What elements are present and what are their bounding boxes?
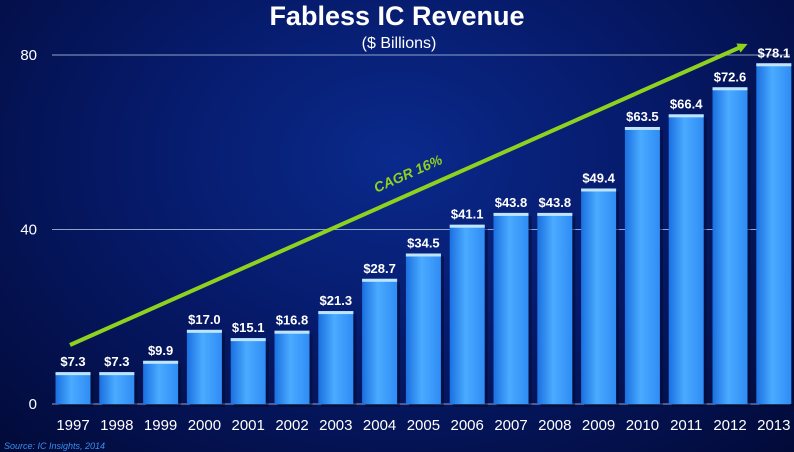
bar bbox=[756, 63, 792, 404]
x-tick-label: 2000 bbox=[188, 417, 221, 434]
data-label: $72.6 bbox=[714, 69, 747, 84]
bar-top-highlight bbox=[99, 372, 135, 376]
data-label: $16.8 bbox=[276, 313, 309, 328]
data-label: $7.3 bbox=[60, 354, 85, 369]
bar-2009 bbox=[581, 188, 620, 407]
bar-2006 bbox=[449, 224, 488, 407]
bar-2008 bbox=[537, 212, 576, 407]
bar-top-highlight bbox=[493, 212, 529, 216]
bar-top-highlight bbox=[186, 329, 222, 333]
bar bbox=[537, 212, 573, 404]
y-tick-label: 80 bbox=[20, 47, 37, 64]
data-label: $15.1 bbox=[232, 320, 265, 335]
x-tick-label: 1998 bbox=[100, 417, 133, 434]
bar-1998 bbox=[99, 372, 138, 407]
bar-top-highlight bbox=[143, 360, 179, 364]
bar-2013 bbox=[756, 63, 794, 407]
bar-top-highlight bbox=[668, 114, 704, 118]
bar-top-highlight bbox=[55, 372, 91, 376]
data-label: $34.5 bbox=[407, 235, 440, 250]
data-label: $28.7 bbox=[363, 261, 396, 276]
bar-2002 bbox=[274, 330, 313, 407]
bar bbox=[55, 372, 91, 404]
bar-2001 bbox=[230, 338, 269, 407]
x-tick-label: 2008 bbox=[538, 417, 571, 434]
data-label: $41.1 bbox=[451, 207, 484, 222]
x-tick-label: 2010 bbox=[626, 417, 659, 434]
x-tick-label: 2011 bbox=[670, 417, 702, 434]
bar-top-highlight bbox=[318, 311, 354, 315]
chart-title: Fabless IC Revenue bbox=[269, 1, 524, 31]
data-label: $78.1 bbox=[758, 45, 791, 60]
data-label: $63.5 bbox=[626, 109, 659, 124]
bar-2007 bbox=[493, 212, 532, 407]
bar-2012 bbox=[712, 87, 751, 407]
bar-top-highlight bbox=[362, 278, 398, 282]
x-tick-label: 2003 bbox=[319, 417, 352, 434]
bar bbox=[449, 224, 485, 404]
data-label: $43.8 bbox=[495, 195, 528, 210]
source-note: Source: IC Insights, 2014 bbox=[4, 441, 105, 451]
bar-top-highlight bbox=[405, 253, 441, 257]
bar-2005 bbox=[405, 253, 444, 407]
bar-top-highlight bbox=[449, 224, 485, 228]
data-label: $49.4 bbox=[582, 170, 615, 185]
x-tick-label: 2006 bbox=[451, 417, 484, 434]
bar bbox=[624, 126, 660, 404]
x-tick-label: 2005 bbox=[407, 417, 440, 434]
bar bbox=[143, 360, 179, 404]
x-tick-label: 1999 bbox=[144, 417, 177, 434]
x-tick-label: 2002 bbox=[275, 417, 308, 434]
bar bbox=[581, 188, 617, 404]
x-tick-label: 1997 bbox=[56, 417, 89, 434]
bar-top-highlight bbox=[537, 212, 573, 216]
data-label: $66.4 bbox=[670, 96, 703, 111]
bar-2010 bbox=[624, 126, 663, 407]
bar-top-highlight bbox=[756, 63, 792, 67]
data-label: $9.9 bbox=[148, 343, 173, 358]
bar-2000 bbox=[186, 329, 225, 407]
bar-top-highlight bbox=[274, 330, 310, 334]
cagr-trend-arrow bbox=[69, 43, 748, 347]
bar bbox=[230, 338, 266, 404]
data-label: $43.8 bbox=[539, 195, 572, 210]
bar-2011 bbox=[668, 114, 707, 407]
x-tick-label: 2013 bbox=[757, 417, 790, 434]
bar bbox=[712, 87, 748, 404]
cagr-annotation: CAGR 16% bbox=[371, 151, 445, 195]
bar-top-highlight bbox=[712, 87, 748, 91]
bar bbox=[186, 329, 222, 404]
bar-1999 bbox=[143, 360, 182, 407]
bar-2004 bbox=[362, 278, 401, 407]
bar-top-highlight bbox=[624, 126, 660, 130]
x-tick-label: 2012 bbox=[713, 417, 746, 434]
bar bbox=[99, 372, 135, 404]
data-label: $7.3 bbox=[104, 354, 129, 369]
bar bbox=[274, 330, 310, 404]
bar bbox=[362, 278, 398, 404]
bar-top-highlight bbox=[230, 338, 266, 342]
x-tick-label: 2001 bbox=[232, 417, 265, 434]
bar-1997 bbox=[55, 372, 94, 407]
bar-top-highlight bbox=[581, 188, 617, 192]
y-tick-label: 40 bbox=[20, 222, 37, 239]
bar bbox=[318, 311, 354, 404]
x-tick-label: 2007 bbox=[494, 417, 527, 434]
bar bbox=[405, 253, 441, 404]
bar bbox=[668, 114, 704, 404]
y-tick-label: 0 bbox=[29, 396, 37, 413]
bar bbox=[493, 212, 529, 404]
bar-2003 bbox=[318, 311, 357, 407]
data-label: $17.0 bbox=[188, 312, 221, 327]
x-tick-label: 2004 bbox=[363, 417, 396, 434]
chart-subtitle: ($ Billions) bbox=[362, 35, 437, 52]
x-tick-label: 2009 bbox=[582, 417, 615, 434]
data-label: $21.3 bbox=[320, 293, 353, 308]
